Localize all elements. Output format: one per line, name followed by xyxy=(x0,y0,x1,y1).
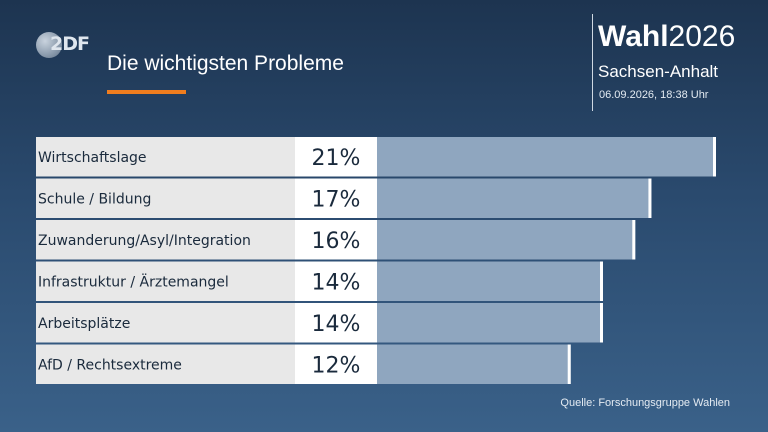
bar-end-marker xyxy=(713,137,716,177)
logo-text: 2DF xyxy=(50,33,90,55)
brand-word: Wahl xyxy=(598,20,669,53)
bar-end-marker xyxy=(567,344,571,384)
logo-disc-icon xyxy=(36,32,62,58)
category-label-bg xyxy=(36,261,295,301)
value-label: 17% xyxy=(312,187,361,212)
bar xyxy=(377,137,716,177)
value-label-bg xyxy=(295,220,377,260)
title-underline xyxy=(107,90,186,94)
category-label-bg xyxy=(36,344,295,384)
value-label: 14% xyxy=(312,312,361,337)
value-label-bg xyxy=(295,178,377,218)
category-label: Zuwanderung/Asyl/Integration xyxy=(38,233,251,249)
value-label: 14% xyxy=(312,270,361,295)
header-divider xyxy=(592,14,593,111)
value-label-bg xyxy=(295,303,377,343)
region-label: Sachsen-Anhalt xyxy=(598,62,719,81)
category-label-bg xyxy=(36,137,295,177)
bar xyxy=(377,303,603,343)
category-label: Infrastruktur / Ärztemangel xyxy=(38,272,229,290)
category-label: Wirtschaftslage xyxy=(38,150,147,166)
bar-end-marker xyxy=(600,261,603,301)
zdf-logo: 2DF xyxy=(36,30,96,58)
category-label: Arbeitsplätze xyxy=(38,316,130,332)
category-label: Schule / Bildung xyxy=(38,191,151,207)
bar xyxy=(377,261,603,301)
chart-title: Die wichtigsten Probleme xyxy=(107,52,344,75)
category-label-bg xyxy=(36,220,295,260)
value-label: 21% xyxy=(312,146,361,171)
bar xyxy=(377,220,636,260)
timestamp: 06.09.2026, 18:38 Uhr xyxy=(599,89,709,101)
category-label-bg xyxy=(36,178,295,218)
source-note: Quelle: Forschungsgruppe Wahlen xyxy=(560,397,730,409)
bar xyxy=(377,178,652,218)
category-label: AfD / Rechtsextreme xyxy=(38,357,182,373)
value-label-bg xyxy=(295,261,377,301)
value-label-bg xyxy=(295,137,377,177)
brand-wahl: Wahl2026 xyxy=(598,20,735,54)
brand-year: 2026 xyxy=(668,20,736,53)
value-label-bg xyxy=(295,344,377,384)
value-label: 12% xyxy=(312,353,361,378)
bar-end-marker xyxy=(632,220,636,260)
value-label: 16% xyxy=(312,229,361,254)
bar xyxy=(377,344,571,384)
bar-end-marker xyxy=(600,303,603,343)
category-label-bg xyxy=(36,303,295,343)
bar-end-marker xyxy=(648,178,652,218)
